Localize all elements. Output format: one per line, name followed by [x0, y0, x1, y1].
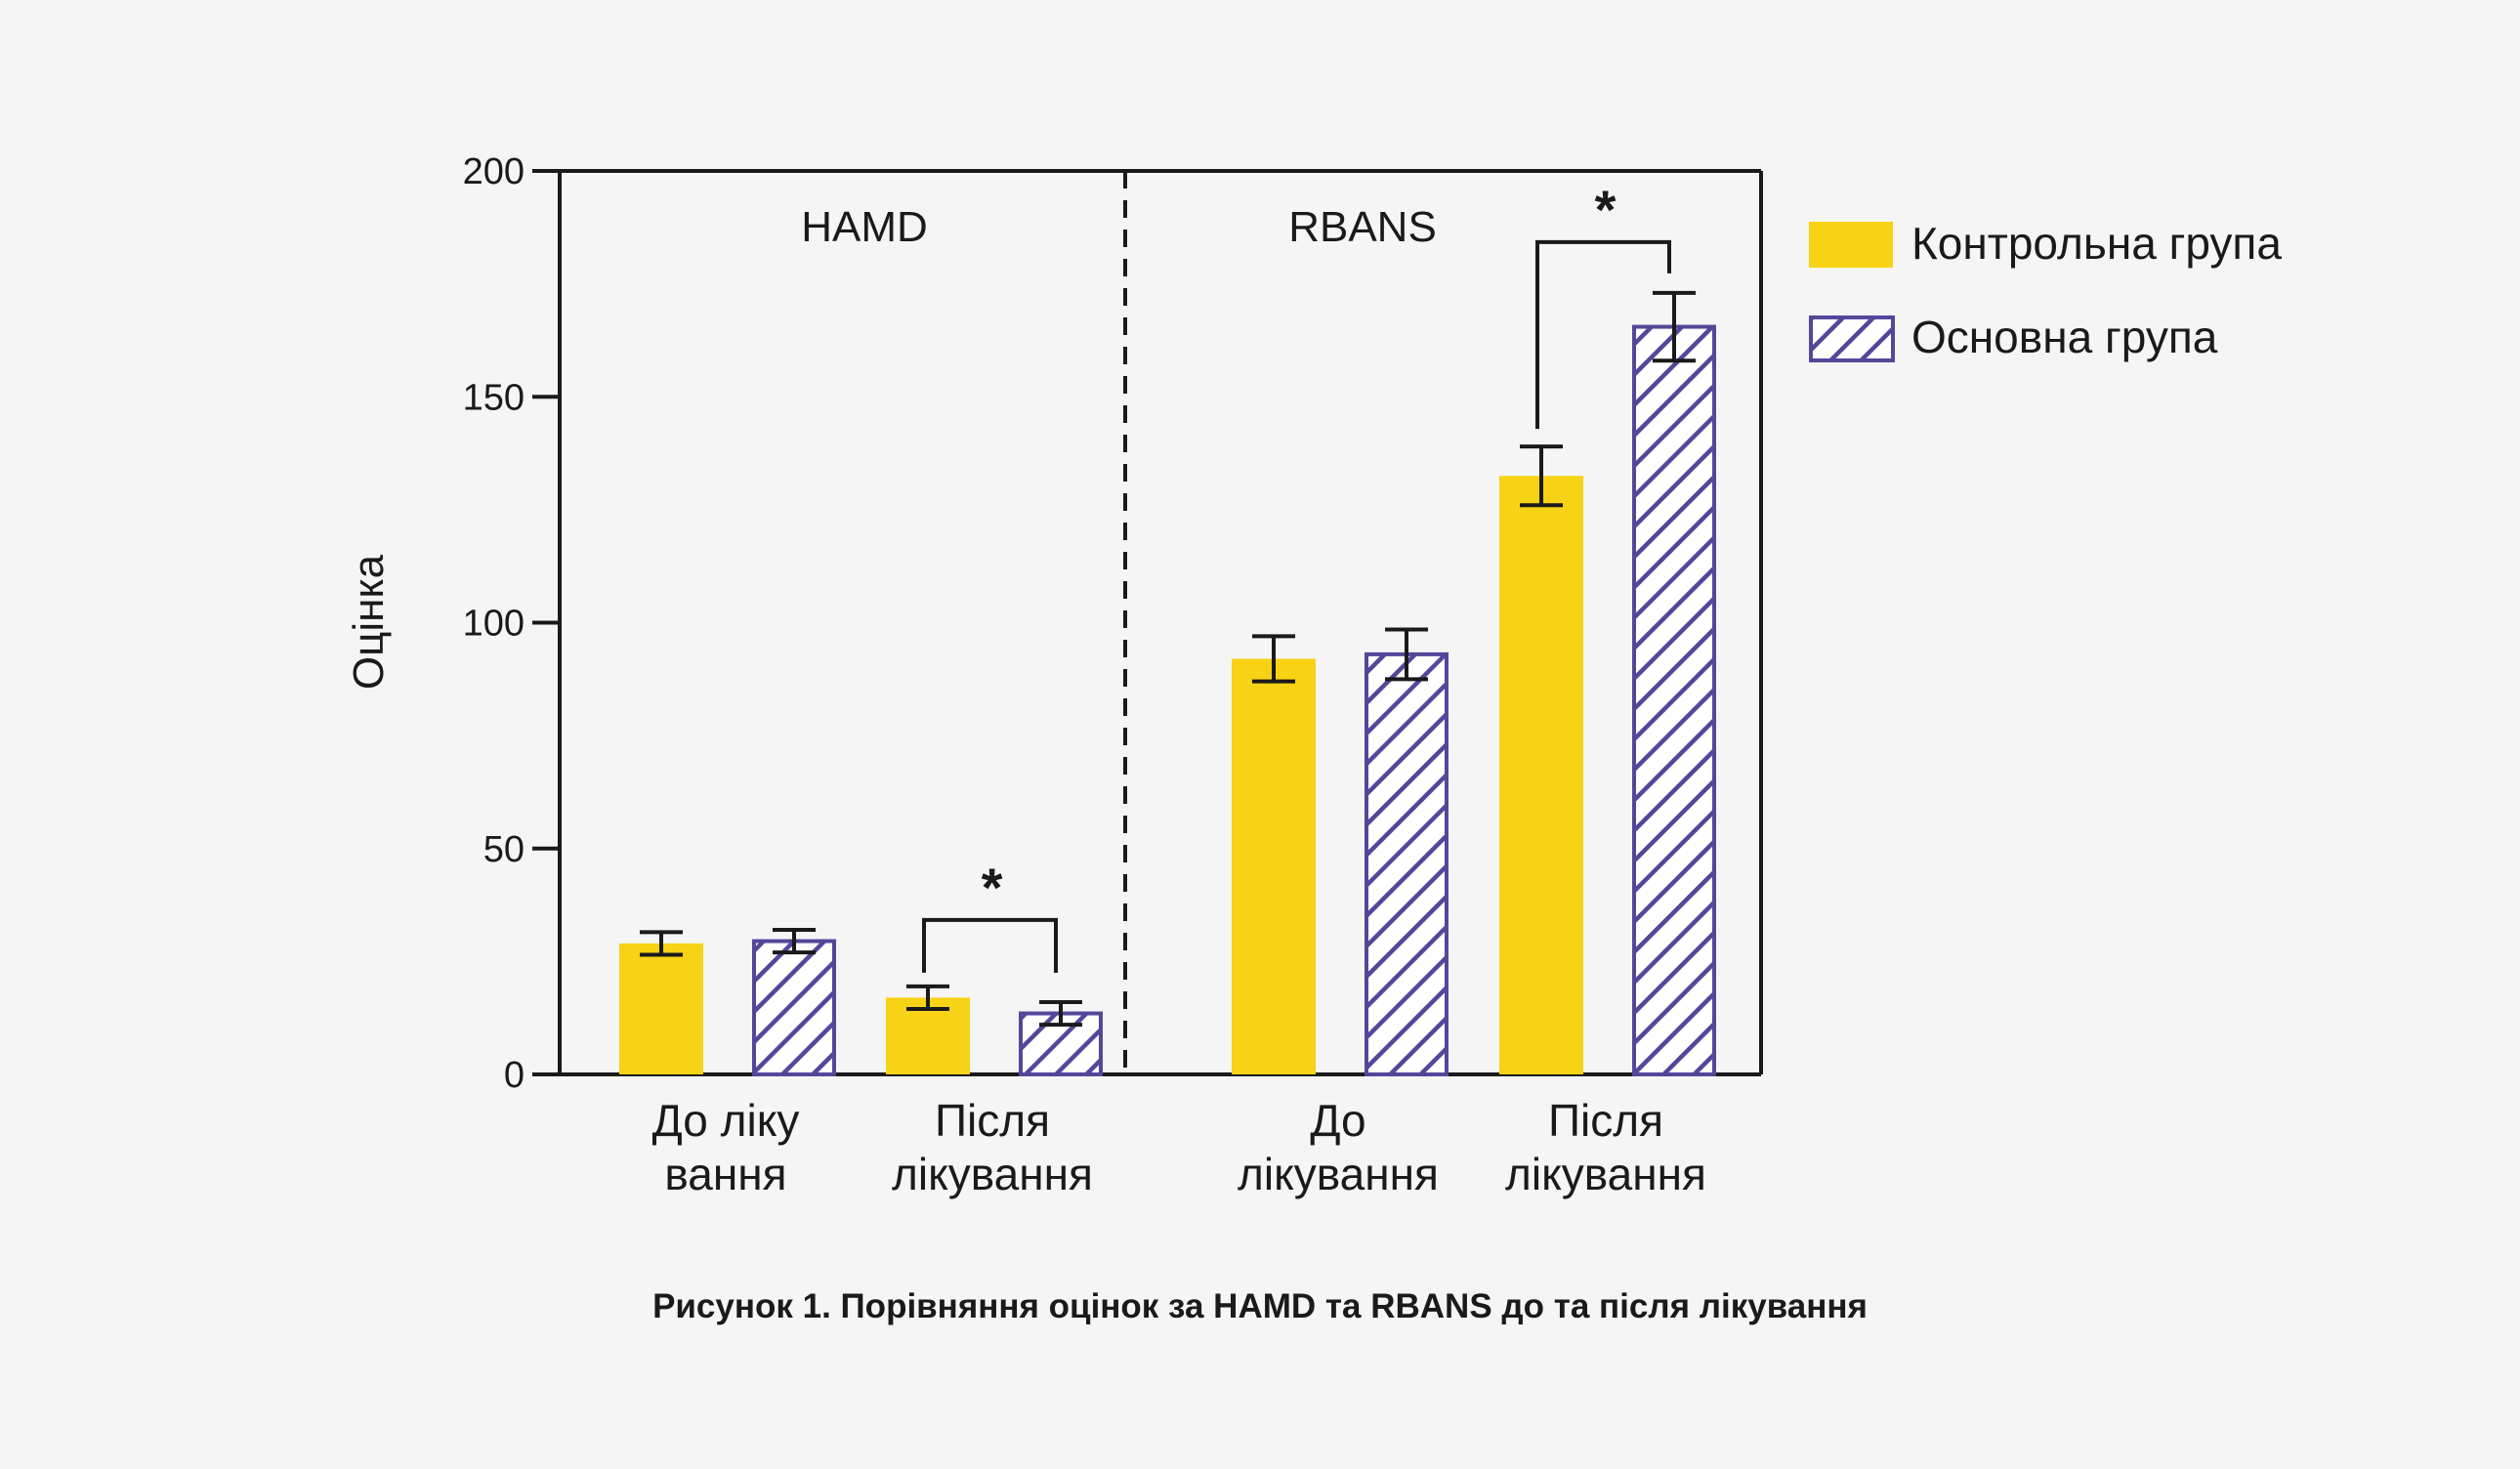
category-label: Після: [1548, 1095, 1663, 1146]
category-label: До: [1310, 1095, 1365, 1146]
bar-control: [1232, 658, 1316, 1074]
legend-label-treatment: Основна група: [1911, 312, 2218, 362]
panel-label-rbans: RBANS: [1288, 203, 1437, 251]
significance-star: *: [1595, 179, 1617, 240]
bar-treatment: [752, 939, 836, 1076]
bar-treatment: [1632, 324, 1716, 1076]
category-label: До ліку: [652, 1095, 800, 1146]
category-label: лікування: [892, 1149, 1093, 1199]
y-tick-label: 100: [463, 604, 525, 645]
significance-bracket: [922, 917, 1058, 973]
y-tick-label: 0: [504, 1055, 525, 1096]
category-label: Після: [935, 1095, 1050, 1146]
bar-treatment: [1365, 651, 1449, 1076]
significance-star: *: [982, 857, 1003, 918]
figure-caption: Рисунок 1. Порівняння оцінок за HAMD та …: [652, 1287, 1868, 1325]
legend-label-control: Контрольна група: [1911, 218, 2282, 269]
y-tick-label: 200: [463, 151, 525, 192]
category-label: вання: [664, 1149, 786, 1199]
panel-label-hamd: HAMD: [801, 203, 928, 251]
legend-swatch-treatment: [1809, 315, 1895, 362]
y-tick-label: 150: [463, 377, 525, 418]
category-label: лікування: [1238, 1149, 1439, 1199]
bar-treatment: [1019, 1011, 1103, 1076]
significance-bracket: [1535, 239, 1671, 430]
y-tick-label: 50: [483, 829, 525, 870]
legend-swatch-control: [1809, 222, 1893, 268]
bar-control: [1499, 476, 1583, 1074]
category-label: лікування: [1505, 1149, 1706, 1199]
bar-control: [619, 943, 703, 1074]
y-axis-label: Оцінка: [345, 554, 393, 690]
